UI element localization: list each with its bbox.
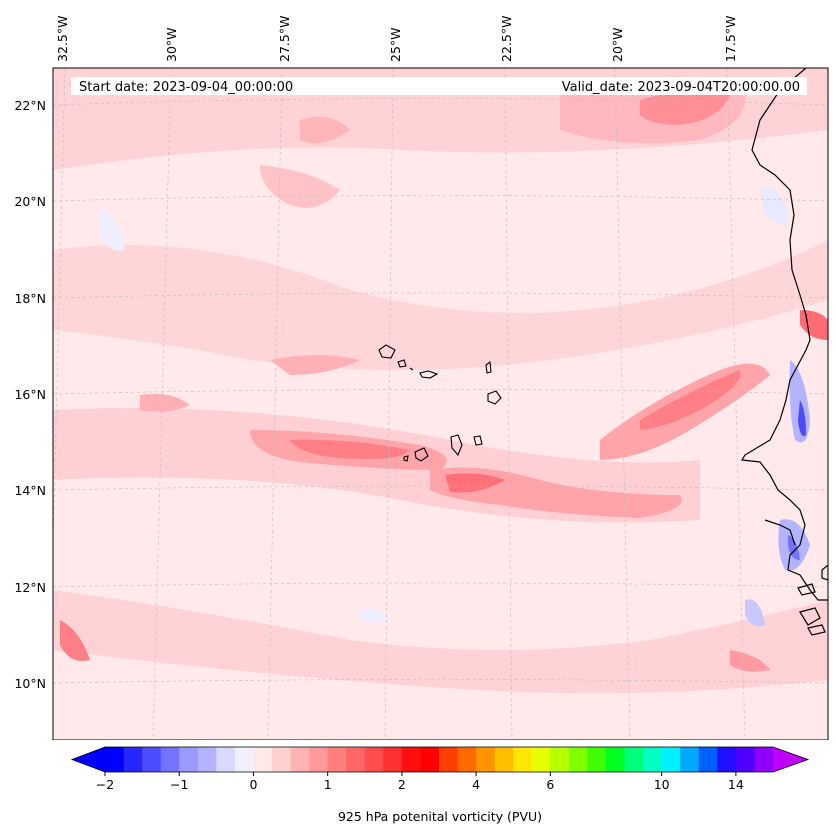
colorbar: −2 −1 0 1 2 4 6 10 14 925 hPa potenital vorticit…: [70, 746, 810, 824]
colorbar-swatch: [272, 747, 292, 772]
pv-field: [53, 68, 828, 740]
colorbar-swatch: [513, 747, 533, 772]
colorbar-tick-label: 10: [654, 777, 670, 792]
colorbar-tick-label: 4: [472, 777, 480, 792]
colorbar-swatch: [420, 747, 440, 772]
colorbar-swatch: [401, 747, 422, 772]
colorbar-swatch: [735, 747, 756, 772]
colorbar-swatch: [123, 747, 143, 772]
lat-label: 16°N: [14, 387, 46, 402]
colorbar-swatch: [346, 747, 366, 772]
lat-label: 22°N: [14, 98, 46, 113]
colorbar-swatch: [494, 747, 514, 772]
colorbar-swatch: [624, 747, 644, 772]
colorbar-swatch: [309, 747, 329, 772]
colorbar-swatch: [606, 747, 626, 772]
colorbar-swatch: [680, 747, 700, 772]
lat-label: 12°N: [14, 580, 46, 595]
colorbar-tick-label: 1: [324, 777, 332, 792]
colorbar-swatch: [698, 747, 718, 772]
lon-labels: 32.5°W 30°W 27.5°W 25°W 22.5°W 20°W 17.5…: [55, 16, 738, 62]
colorbar-swatch: [179, 747, 199, 772]
colorbar-swatch: [643, 747, 663, 772]
lat-label: 14°N: [14, 483, 46, 498]
map-frame: [52, 67, 829, 740]
colorbar-swatch: [234, 747, 255, 772]
colorbar-swatch: [327, 747, 347, 772]
colorbar-tick-label: 0: [249, 777, 257, 792]
lon-label: 32.5°W: [55, 16, 70, 62]
colorbar-tick-label: −2: [96, 777, 114, 792]
lat-labels: 22°N 20°N 18°N 16°N 14°N 12°N 10°N: [14, 98, 46, 691]
colorbar-swatch: [364, 747, 384, 772]
valid-date-label: Valid_date: 2023-09-04T20:00:00.00: [562, 80, 800, 95]
colorbar-ticks: −2 −1 0 1 2 4 6 10 14: [96, 772, 744, 792]
coastline: [741, 68, 828, 636]
colorbar-swatch: [550, 747, 570, 772]
colorbar-tick-label: 2: [398, 777, 406, 792]
graticule: [53, 68, 828, 740]
header-box: [71, 77, 807, 95]
colorbar-swatch: [383, 747, 403, 772]
lon-label: 30°W: [164, 27, 179, 62]
colorbar-swatch: [531, 747, 551, 772]
colorbar-swatch: [717, 747, 737, 772]
colorbar-swatch: [568, 747, 589, 772]
start-date-label: Start date: 2023-09-04_00:00:00: [79, 80, 293, 95]
colorbar-swatches: [70, 746, 810, 773]
colorbar-swatch: [216, 747, 236, 772]
colorbar-swatch: [105, 747, 125, 772]
colorbar-swatch: [661, 747, 681, 772]
map-figure: Start date: 2023-09-04_00:00:00 Valid_da…: [14, 16, 829, 740]
lon-label: 25°W: [388, 27, 403, 62]
colorbar-swatch: [439, 747, 459, 772]
lat-label: 18°N: [14, 291, 46, 306]
colorbar-tick-label: 6: [546, 777, 554, 792]
colorbar-swatch: [754, 747, 774, 772]
colorbar-extend-max: [773, 747, 808, 772]
lat-label: 20°N: [14, 194, 46, 209]
colorbar-swatch: [457, 747, 477, 772]
colorbar-swatch: [197, 747, 217, 772]
colorbar-swatch: [142, 747, 162, 772]
lat-label: 10°N: [14, 676, 46, 691]
colorbar-swatch: [290, 747, 310, 772]
lon-label: 17.5°W: [723, 16, 738, 62]
colorbar-tick-label: −1: [170, 777, 188, 792]
cape-verde-islands: [378, 344, 502, 462]
colorbar-extend-min: [72, 747, 105, 772]
colorbar-swatch: [476, 747, 496, 772]
lon-label: 22.5°W: [499, 16, 514, 62]
colorbar-swatch: [160, 747, 180, 772]
colorbar-swatch: [253, 747, 273, 772]
colorbar-tick-label: 14: [728, 777, 744, 792]
colorbar-label: 925 hPa potenital vorticity (PVU): [338, 809, 542, 824]
colorbar-swatch: [587, 747, 607, 772]
lon-label: 20°W: [610, 27, 625, 62]
lon-label: 27.5°W: [277, 16, 292, 62]
